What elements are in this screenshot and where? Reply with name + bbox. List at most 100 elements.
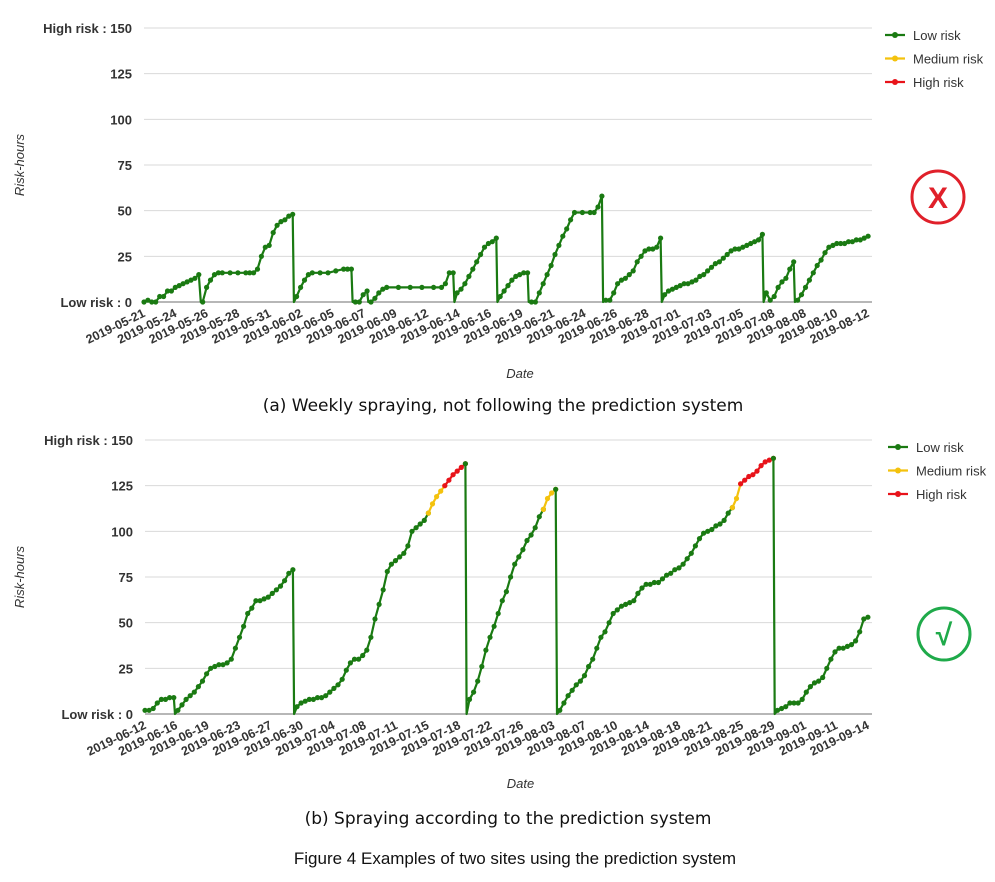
b-x-axis-title: Date <box>507 776 534 791</box>
a-data-point <box>497 293 503 300</box>
a-data-point <box>798 292 805 298</box>
a-data-point <box>368 299 374 305</box>
b-data-point <box>503 589 509 595</box>
b-data-point <box>861 616 867 622</box>
b-data-point <box>314 695 321 701</box>
b-data-point <box>364 647 370 653</box>
a-data-point <box>681 281 687 287</box>
b-data-point <box>241 623 247 629</box>
b-data-point <box>183 696 189 703</box>
a-data-point <box>568 217 574 223</box>
b-verdict-check-icon: √ <box>916 606 972 662</box>
b-data-point <box>733 495 740 502</box>
a-data-point <box>638 253 644 259</box>
a-data-point <box>650 246 656 252</box>
b-data-point <box>298 700 304 706</box>
b-data-point <box>721 517 727 524</box>
b-data-point <box>627 600 633 606</box>
b-data-point <box>245 610 251 617</box>
a-data-point <box>466 273 472 279</box>
b-data-point <box>672 567 678 573</box>
a-data-point <box>658 235 664 241</box>
a-data-point <box>196 272 202 278</box>
b-data-point <box>664 572 670 578</box>
b-data-point <box>774 707 781 713</box>
b-data-point <box>466 696 473 703</box>
b-data-point <box>540 506 547 512</box>
b-data-point <box>495 610 501 617</box>
a-data-point <box>724 251 730 258</box>
b-y-tick-label: 75 <box>119 570 133 585</box>
a-data-point <box>712 261 719 267</box>
b-data-point <box>524 537 530 544</box>
b-y-tick-label: 50 <box>119 616 133 631</box>
a-data-point <box>235 270 241 276</box>
a-legend-marker <box>892 32 898 38</box>
a-data-point <box>153 299 159 305</box>
b-data-point <box>167 695 173 701</box>
a-data-point <box>556 242 562 248</box>
a-data-point <box>548 262 554 269</box>
a-data-point <box>705 268 711 274</box>
a-data-point <box>157 293 163 300</box>
b-data-point <box>709 526 715 533</box>
b-data-point <box>766 457 772 463</box>
a-data-point <box>180 281 186 287</box>
b-data-point <box>569 687 575 693</box>
b-data-point <box>384 568 390 575</box>
a-data-point <box>278 219 284 225</box>
a-data-point <box>595 204 601 210</box>
b-legend-item-low: Low risk <box>888 440 964 455</box>
a-data-point <box>211 272 218 278</box>
a-data-point <box>861 235 867 241</box>
b-data-point <box>561 700 567 706</box>
figure-caption: Figure 4 Examples of two sites using the… <box>294 849 736 868</box>
b-data-point <box>195 684 201 690</box>
b-data-point <box>150 705 156 712</box>
a-data-point <box>752 239 758 245</box>
b-data-point <box>844 643 851 650</box>
a-data-point <box>301 277 308 283</box>
b-data-point <box>405 543 411 549</box>
a-data-point <box>736 246 742 252</box>
b-legend-item-medium: Medium risk <box>888 464 987 479</box>
b-y-tick-label: 100 <box>111 524 133 539</box>
a-data-point <box>478 251 484 258</box>
b-data-point <box>417 521 423 527</box>
a-data-point <box>716 259 723 265</box>
b-legend-marker <box>895 444 901 450</box>
b-legend-marker <box>895 467 901 474</box>
b-y-tick-label: 125 <box>111 479 133 494</box>
a-data-point <box>290 211 296 217</box>
a-data-point <box>454 290 460 296</box>
b-data-point <box>409 528 415 534</box>
b-data-point <box>171 695 177 701</box>
b-data-point <box>397 554 403 560</box>
a-data-point <box>540 281 546 287</box>
a-data-point <box>247 270 253 276</box>
a-y-tick-label: 125 <box>110 67 132 82</box>
a-data-point <box>188 277 194 283</box>
a-data-point <box>814 262 820 269</box>
b-y-tick-label: High risk : 150 <box>44 433 133 448</box>
b-data-point <box>791 700 797 706</box>
a-data-point <box>826 244 832 250</box>
b-data-point <box>212 663 218 670</box>
b-data-point <box>388 561 394 567</box>
a-data-point <box>474 259 480 265</box>
a-data-point <box>204 284 210 290</box>
a-data-point <box>493 235 499 241</box>
a-data-point <box>161 293 167 300</box>
b-data-point <box>277 583 284 589</box>
a-legend-item-high: High risk <box>885 75 964 90</box>
a-data-point <box>258 253 264 259</box>
b-data-point <box>413 525 419 531</box>
a-data-point <box>810 270 816 276</box>
a-data-point <box>352 299 358 305</box>
b-data-point <box>331 685 337 692</box>
a-data-point <box>282 217 288 223</box>
b-data-point <box>220 662 226 668</box>
a-data-point <box>842 240 848 247</box>
b-data-point <box>286 570 292 576</box>
